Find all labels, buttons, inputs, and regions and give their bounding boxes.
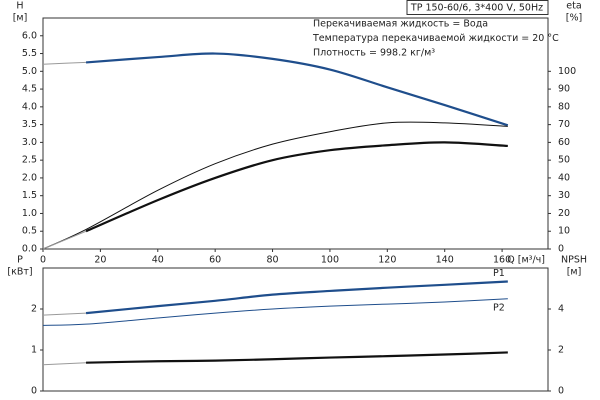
y-tick-label: 4.5	[22, 84, 37, 95]
y2-tick-label: 20	[558, 208, 570, 219]
y-tick-label: 3.0	[22, 137, 37, 148]
y-tick-label: 2	[31, 304, 37, 315]
series-line	[85, 52, 509, 127]
y2-axis-unit: [м]	[567, 267, 582, 278]
y2-tick-label: 70	[558, 119, 570, 130]
y2-axis-label: NPSH	[561, 255, 587, 266]
x-tick-label: 0	[40, 255, 46, 266]
series-line	[42, 312, 87, 316]
y2-tick-label: 90	[558, 84, 570, 95]
x-axis-label: Q [м³/ч]	[507, 255, 545, 266]
y2-tick-label: 10	[558, 226, 570, 237]
y-axis-label: H	[16, 1, 23, 12]
y2-tick-label: 40	[558, 172, 570, 183]
x-tick-label: 120	[378, 255, 396, 266]
y2-tick-label: 4	[558, 304, 564, 315]
y-tick-label: 0.0	[22, 244, 37, 255]
y2-tick-label: 30	[558, 190, 570, 201]
series-line	[85, 280, 508, 315]
x-tick-label: 60	[209, 255, 221, 266]
y-tick-label: 5.5	[22, 48, 37, 59]
chart-title: TP 150-60/6, 3*400 V, 50Hz	[410, 3, 543, 14]
series-line	[42, 298, 508, 326]
y2-tick-label: 50	[558, 155, 570, 166]
y2-axis-unit: [%]	[566, 13, 582, 24]
x-tick-label: 160	[493, 255, 511, 266]
x-tick-label: 20	[94, 255, 106, 266]
y-tick-label: 6.0	[22, 30, 37, 41]
x-tick-label: 40	[152, 255, 164, 266]
x-tick-label: 140	[436, 255, 454, 266]
annotation: Температура перекачиваемой жидкости = 20…	[312, 33, 559, 44]
y2-axis-label: eta	[566, 1, 581, 12]
y-tick-label: 0	[31, 386, 37, 397]
series-line	[42, 362, 87, 366]
plot-frame	[42, 267, 549, 392]
y2-tick-label: 0	[558, 244, 564, 255]
y-tick-label: 5.0	[22, 66, 37, 77]
y-axis-unit: [кВт]	[7, 267, 32, 278]
series-line	[85, 141, 508, 233]
x-tick-label: 80	[266, 255, 278, 266]
y2-tick-label: 100	[558, 66, 576, 77]
y-axis-unit: [м]	[13, 13, 28, 24]
y-tick-label: 1.0	[22, 208, 37, 219]
series-label: P2	[493, 302, 505, 313]
y-tick-label: 2.0	[22, 172, 37, 183]
y-axis-label: P	[17, 255, 23, 266]
y-tick-label: 0.5	[22, 226, 37, 237]
y-tick-label: 1.5	[22, 190, 37, 201]
y-tick-label: 1	[31, 345, 37, 356]
y2-tick-label: 80	[558, 101, 570, 112]
y-tick-label: 3.5	[22, 119, 37, 130]
y2-tick-label: 60	[558, 137, 570, 148]
series-label: P1	[493, 268, 505, 279]
series-line	[42, 121, 508, 250]
series-line	[86, 351, 508, 364]
title-box	[406, 0, 549, 15]
annotation: Перекачиваемая жидкость = Вода	[313, 19, 488, 30]
y2-tick-label: 2	[558, 345, 564, 356]
plot-frame	[42, 17, 549, 250]
series-line	[42, 230, 87, 250]
annotation: Плотность = 998.2 кг/м³	[313, 48, 435, 59]
x-tick-label: 100	[321, 255, 339, 266]
series-line	[42, 61, 87, 65]
y-tick-label: 2.5	[22, 155, 37, 166]
y-tick-label: 4.0	[22, 101, 37, 112]
y2-tick-label: 0	[558, 386, 564, 397]
